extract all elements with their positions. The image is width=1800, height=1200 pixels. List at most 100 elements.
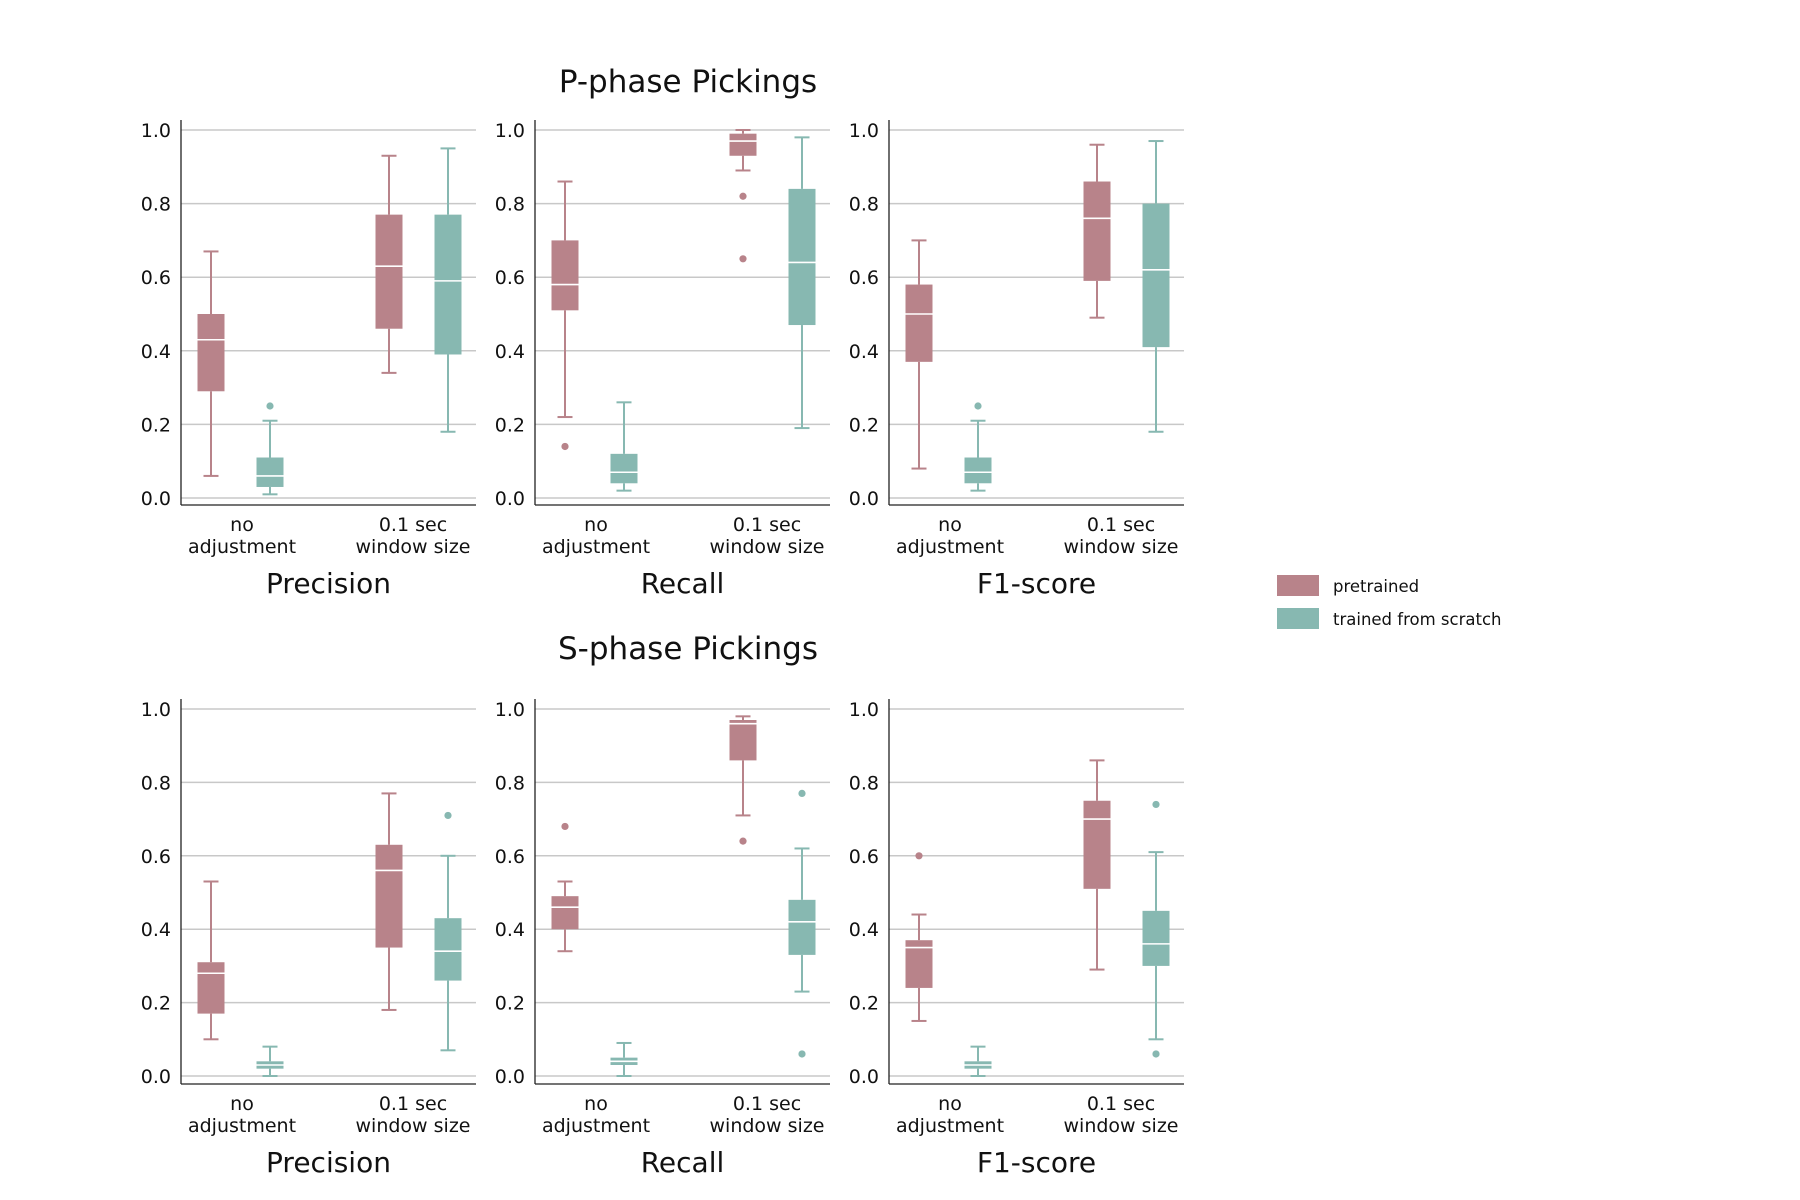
box-trained-from-scratch [1142, 140, 1170, 433]
y-tick-label: 0.4 [141, 341, 171, 363]
y-tick-label: 0.2 [495, 993, 525, 1015]
y-tick-label: 0.8 [141, 772, 171, 794]
box-pretrained [375, 154, 403, 374]
x-tick-label: adjustment [896, 536, 1004, 558]
y-tick-label: 0.8 [849, 772, 879, 794]
box-pretrained [729, 715, 757, 845]
outlier-point [739, 255, 747, 263]
section-title-p-phase: P-phase Pickings [559, 64, 817, 100]
box-iqr [964, 457, 992, 484]
x-tick-label: window size [710, 536, 825, 558]
box-iqr [729, 720, 757, 761]
outlier-point [561, 442, 569, 451]
box-iqr [197, 962, 225, 1014]
y-tick-label: 1.0 [849, 699, 879, 721]
box-pretrained [905, 852, 933, 1022]
box-iqr [1083, 181, 1111, 281]
outlier-point [1152, 800, 1160, 809]
box-pretrained [551, 180, 579, 451]
y-tick-label: 0.2 [141, 993, 171, 1015]
y-tick-label: 0.4 [849, 341, 879, 363]
y-tick-label: 0.2 [849, 993, 879, 1015]
y-tick-label: 0.8 [495, 772, 525, 794]
y-tick-label: 0.6 [849, 267, 879, 289]
legend-swatch-trained-from-scratch [1277, 608, 1319, 629]
box-pretrained [1083, 143, 1111, 319]
y-tick-label: 0.4 [495, 341, 525, 363]
legend: pretrained trained from scratch [1277, 575, 1501, 629]
box-iqr [551, 240, 579, 311]
box-trained-from-scratch [964, 402, 992, 492]
y-tick-label: 0.4 [849, 919, 879, 941]
box-iqr [375, 844, 403, 948]
legend-label-pretrained: pretrained [1333, 577, 1419, 596]
y-tick-label: 0.0 [849, 1066, 879, 1088]
y-tick-label: 0.6 [495, 846, 525, 868]
y-tick-label: 0.6 [141, 267, 171, 289]
y-tick-label: 0.2 [849, 414, 879, 436]
x-tick-label: window size [1064, 536, 1179, 558]
x-tick-label: 0.1 sec [1087, 1093, 1155, 1115]
x-tick-label: 0.1 sec [379, 1093, 447, 1115]
y-tick-label: 1.0 [495, 699, 525, 721]
box-iqr [610, 453, 638, 484]
panel-title: F1-score [977, 567, 1096, 600]
panel-title: F1-score [977, 1146, 1096, 1179]
box-iqr [788, 188, 816, 326]
x-tick-label: no [230, 1093, 254, 1115]
x-tick-label: adjustment [188, 1115, 296, 1137]
box-pretrained [905, 239, 933, 470]
x-tick-label: no [938, 1093, 962, 1115]
box-trained-from-scratch [610, 1041, 638, 1077]
box-pretrained [197, 880, 225, 1041]
box-trained-from-scratch [788, 789, 816, 1058]
box-pretrained [551, 822, 579, 953]
box-iqr [905, 284, 933, 362]
outlier-point [915, 852, 923, 860]
outlier-point [444, 811, 452, 820]
y-tick-label: 0.6 [495, 267, 525, 289]
x-tick-label: no [584, 1093, 608, 1115]
x-tick-label: 0.1 sec [379, 514, 447, 536]
y-tick-label: 0.8 [495, 194, 525, 216]
y-tick-label: 0.8 [141, 194, 171, 216]
y-tick-label: 0.6 [141, 846, 171, 868]
box-trained-from-scratch [1142, 800, 1170, 1058]
x-tick-label: adjustment [542, 1115, 650, 1137]
outlier-point [798, 1050, 806, 1058]
x-tick-label: adjustment [896, 1115, 1004, 1137]
outlier-point [974, 402, 982, 410]
box-iqr [551, 896, 579, 930]
box-iqr [256, 457, 284, 487]
x-tick-label: no [584, 514, 608, 536]
y-tick-label: 0.4 [495, 919, 525, 941]
outlier-point [798, 789, 806, 798]
x-tick-label: 0.1 sec [733, 1093, 801, 1115]
y-tick-label: 1.0 [495, 120, 525, 142]
box-pretrained [729, 129, 757, 263]
x-tick-label: window size [1064, 1115, 1179, 1137]
x-tick-label: 0.1 sec [1087, 514, 1155, 536]
legend-label-trained-from-scratch: trained from scratch [1333, 610, 1501, 629]
box-pretrained [375, 792, 403, 1011]
x-tick-label: no [938, 514, 962, 536]
y-tick-label: 1.0 [849, 120, 879, 142]
y-tick-label: 0.2 [495, 414, 525, 436]
y-tick-label: 0.0 [141, 1066, 171, 1088]
y-tick-label: 0.6 [849, 846, 879, 868]
box-trained-from-scratch [610, 401, 638, 492]
box-iqr [1142, 203, 1170, 348]
box-pretrained [1083, 759, 1111, 971]
box-trained-from-scratch [434, 811, 462, 1052]
y-tick-label: 0.0 [141, 488, 171, 510]
x-tick-label: window size [710, 1115, 825, 1137]
x-tick-label: window size [356, 1115, 471, 1137]
x-tick-label: adjustment [188, 536, 296, 558]
